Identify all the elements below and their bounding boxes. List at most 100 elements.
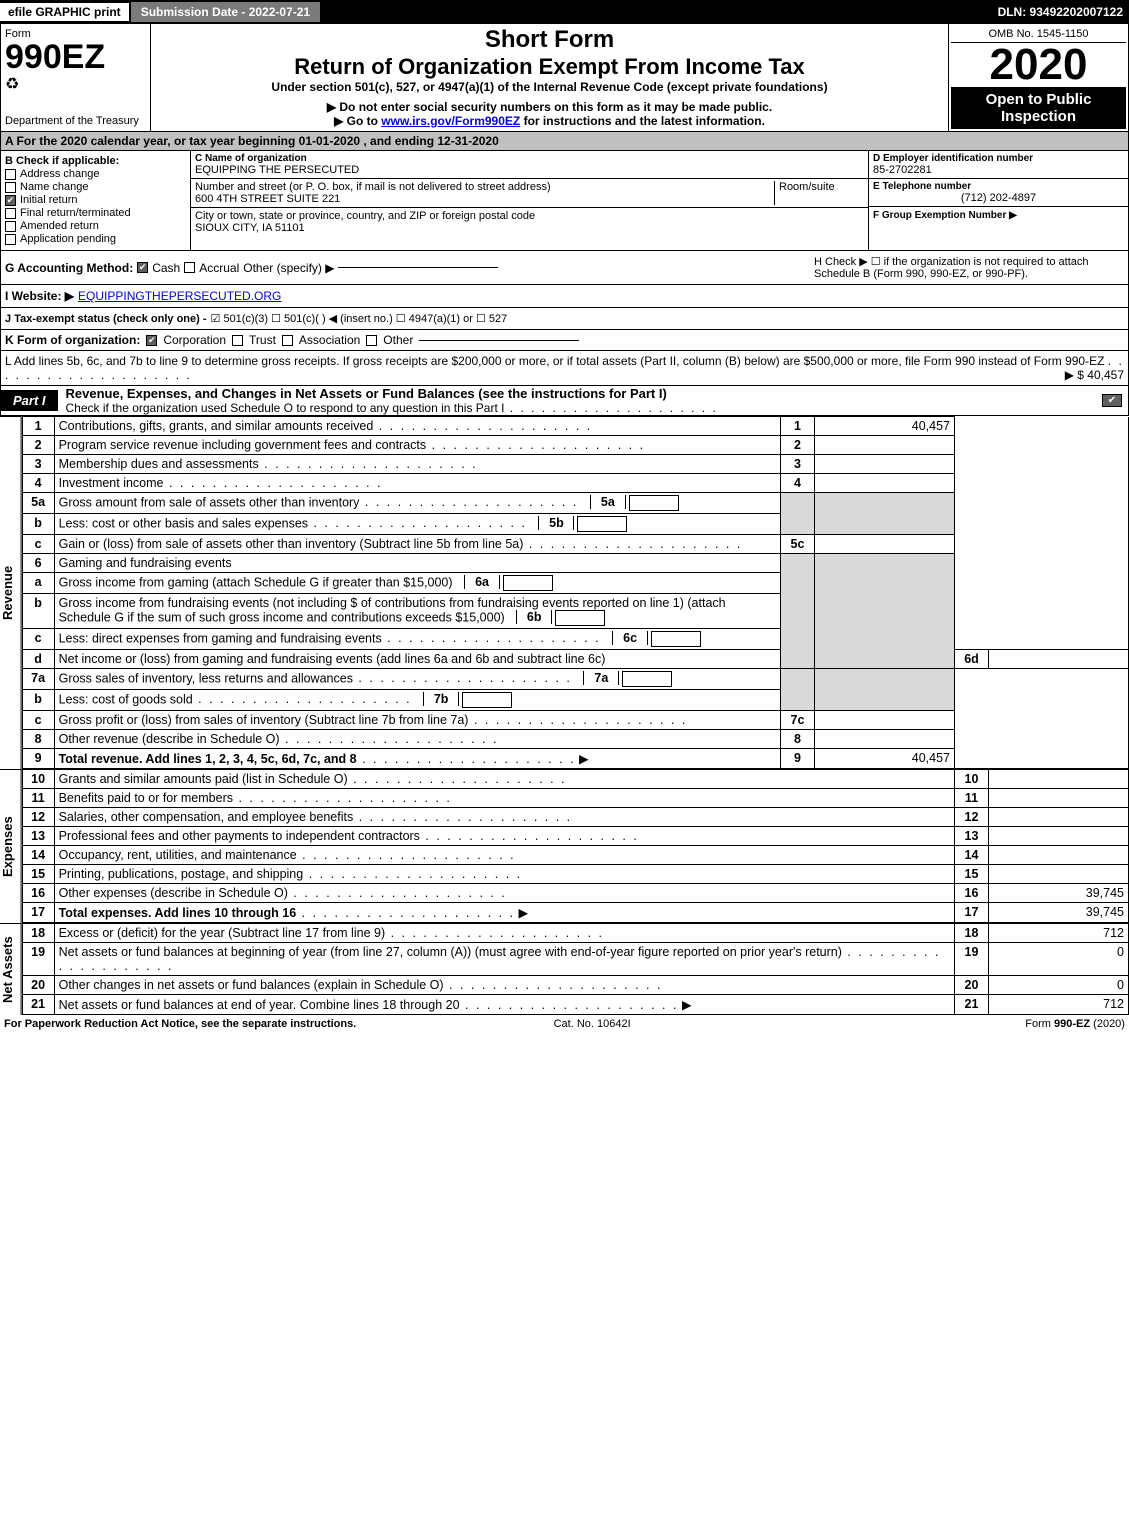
- k-other: Other: [383, 333, 413, 347]
- department: Department of the Treasury: [5, 115, 146, 127]
- line-16: 16Other expenses (describe in Schedule O…: [22, 884, 1128, 903]
- i-label: I Website: ▶: [5, 289, 74, 303]
- d-label: D Employer identification number: [873, 153, 1124, 164]
- footer-mid: Cat. No. 10642I: [554, 1018, 631, 1030]
- line-7c: cGross profit or (loss) from sales of in…: [22, 711, 1128, 730]
- phone: (712) 202-4897: [873, 192, 1124, 204]
- goto-line: ▶ Go to www.irs.gov/Form990EZ for instru…: [157, 114, 942, 128]
- website-link[interactable]: EQUIPPINGTHEPERSECUTED.ORG: [78, 289, 281, 303]
- topbar: efile GRAPHIC print Submission Date - 20…: [0, 0, 1129, 24]
- chk-name-change[interactable]: Name change: [5, 181, 186, 193]
- chk-trust[interactable]: [232, 335, 243, 346]
- k-assoc: Association: [299, 333, 360, 347]
- revenue-table: 1Contributions, gifts, grants, and simil…: [22, 416, 1129, 769]
- l-text: L Add lines 5b, 6c, and 7b to line 9 to …: [5, 354, 1104, 368]
- k-label: K Form of organization:: [5, 333, 140, 347]
- donot-enter: ▶ Do not enter social security numbers o…: [157, 100, 942, 114]
- part1-header: Part I Revenue, Expenses, and Changes in…: [0, 386, 1129, 416]
- netassets-section: Net Assets 18Excess or (deficit) for the…: [0, 923, 1129, 1015]
- k-other-input[interactable]: [419, 340, 579, 341]
- chk-cash[interactable]: ✔: [137, 262, 148, 273]
- line-6a: aGross income from gaming (attach Schedu…: [22, 573, 1128, 594]
- chk-address-change[interactable]: Address change: [5, 168, 186, 180]
- part1-check[interactable]: ✔: [1102, 394, 1122, 407]
- city-value: SIOUX CITY, IA 51101: [195, 222, 305, 234]
- chk-label: Amended return: [20, 220, 99, 232]
- chk-final-return[interactable]: Final return/terminated: [5, 207, 186, 219]
- footer-right: Form 990-EZ (2020): [1025, 1018, 1125, 1030]
- goto-post: for instructions and the latest informat…: [520, 114, 765, 128]
- c-label: C Name of organization: [195, 153, 864, 164]
- other-input[interactable]: [338, 267, 498, 268]
- revenue-section: Revenue 1Contributions, gifts, grants, a…: [0, 416, 1129, 769]
- line-12: 12Salaries, other compensation, and empl…: [22, 808, 1128, 827]
- netassets-table: 18Excess or (deficit) for the year (Subt…: [22, 923, 1129, 1015]
- other-label: Other (specify) ▶: [243, 261, 334, 275]
- open-public: Open to Public Inspection: [951, 87, 1126, 129]
- chk-corporation[interactable]: ✔: [146, 335, 157, 346]
- row-k: K Form of organization: ✔Corporation Tru…: [0, 330, 1129, 351]
- j-label: J Tax-exempt status (check only one) -: [5, 313, 207, 325]
- line-6d: dNet income or (loss) from gaming and fu…: [22, 650, 1128, 669]
- expenses-table: 10Grants and similar amounts paid (list …: [22, 769, 1129, 923]
- row-i: I Website: ▶ EQUIPPINGTHEPERSECUTED.ORG: [0, 285, 1129, 308]
- expenses-sidetab: Expenses: [0, 769, 22, 923]
- chk-application-pending[interactable]: Application pending: [5, 233, 186, 245]
- under-section: Under section 501(c), 527, or 4947(a)(1)…: [157, 80, 942, 94]
- goto-pre: ▶ Go to: [334, 114, 381, 128]
- line-18: 18Excess or (deficit) for the year (Subt…: [22, 924, 1128, 943]
- city-label: City or town, state or province, country…: [195, 210, 535, 222]
- revenue-sidetab: Revenue: [0, 416, 22, 769]
- line-17: 17Total expenses. Add lines 10 through 1…: [22, 903, 1128, 923]
- expenses-section: Expenses 10Grants and similar amounts pa…: [0, 769, 1129, 923]
- cash-label: Cash: [152, 261, 180, 275]
- line-9: 9Total revenue. Add lines 1, 2, 3, 4, 5c…: [22, 749, 1128, 769]
- street-value: 600 4TH STREET SUITE 221: [195, 193, 340, 205]
- footer: For Paperwork Reduction Act Notice, see …: [0, 1015, 1129, 1033]
- efile-label: efile GRAPHIC print: [0, 3, 129, 21]
- row-l: L Add lines 5b, 6c, and 7b to line 9 to …: [0, 351, 1129, 386]
- section-b: B Check if applicable: Address change Na…: [1, 151, 191, 250]
- chk-label: Address change: [20, 168, 100, 180]
- line-3: 3Membership dues and assessments3: [22, 455, 1128, 474]
- k-corp: Corporation: [163, 333, 226, 347]
- header-left: Form 990EZ ♻ Department of the Treasury: [1, 24, 151, 131]
- g-label: G Accounting Method:: [5, 261, 133, 275]
- return-title: Return of Organization Exempt From Incom…: [157, 54, 942, 80]
- l-amount: ▶ $ 40,457: [1065, 368, 1124, 382]
- line-8: 8Other revenue (describe in Schedule O)8: [22, 730, 1128, 749]
- line-19: 19Net assets or fund balances at beginni…: [22, 943, 1128, 976]
- chk-other[interactable]: [366, 335, 377, 346]
- room-suite: Room/suite: [774, 181, 864, 205]
- goto-link[interactable]: www.irs.gov/Form990EZ: [381, 114, 520, 128]
- line-5b: bLess: cost or other basis and sales exp…: [22, 514, 1128, 535]
- dots: [504, 401, 717, 415]
- e-label: E Telephone number: [873, 181, 1124, 192]
- line-14: 14Occupancy, rent, utilities, and mainte…: [22, 846, 1128, 865]
- chk-accrual[interactable]: [184, 262, 195, 273]
- chk-association[interactable]: [282, 335, 293, 346]
- b-heading: B Check if applicable:: [5, 155, 186, 167]
- footer-left: For Paperwork Reduction Act Notice, see …: [4, 1018, 356, 1030]
- line-5c: cGain or (loss) from sale of assets othe…: [22, 535, 1128, 554]
- part1-sub: Check if the organization used Schedule …: [66, 401, 718, 415]
- chk-amended-return[interactable]: Amended return: [5, 220, 186, 232]
- header-center: Short Form Return of Organization Exempt…: [151, 24, 948, 131]
- street-label: Number and street (or P. O. box, if mail…: [195, 181, 551, 193]
- row-j: J Tax-exempt status (check only one) - ☑…: [0, 308, 1129, 330]
- chk-label: Application pending: [20, 233, 116, 245]
- ein: 85-2702281: [873, 164, 1124, 176]
- row-a: A For the 2020 calendar year, or tax yea…: [0, 132, 1129, 151]
- line-4: 4Investment income4: [22, 474, 1128, 493]
- line-11: 11Benefits paid to or for members11: [22, 789, 1128, 808]
- form-header: Form 990EZ ♻ Department of the Treasury …: [0, 24, 1129, 132]
- org-name: EQUIPPING THE PERSECUTED: [195, 164, 864, 176]
- line-13: 13Professional fees and other payments t…: [22, 827, 1128, 846]
- line-7a: 7aGross sales of inventory, less returns…: [22, 669, 1128, 690]
- header-right: OMB No. 1545-1150 2020 Open to Public In…: [948, 24, 1128, 131]
- line-10: 10Grants and similar amounts paid (list …: [22, 770, 1128, 789]
- accrual-label: Accrual: [199, 261, 239, 275]
- short-form: Short Form: [157, 26, 942, 54]
- chk-initial-return[interactable]: ✔Initial return: [5, 194, 186, 206]
- netassets-sidetab: Net Assets: [0, 923, 22, 1015]
